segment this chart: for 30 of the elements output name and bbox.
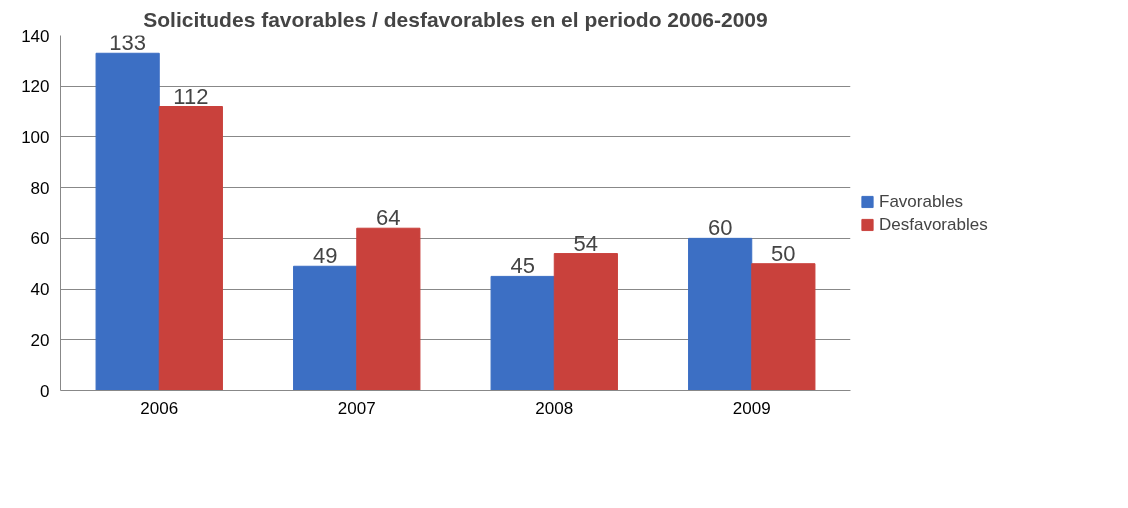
data-label: 133 bbox=[109, 30, 147, 56]
chart-title: Solicitudes favorables / desfavorables en el periodo 2006-2009 bbox=[143, 7, 768, 31]
bar bbox=[158, 106, 223, 391]
bar bbox=[490, 275, 555, 391]
x-tick-label: 2009 bbox=[732, 398, 771, 418]
bar bbox=[553, 253, 618, 391]
data-label: 50 bbox=[771, 240, 796, 266]
y-tick-label: 140 bbox=[21, 26, 50, 46]
legend-label: Desfavorables bbox=[879, 214, 988, 234]
x-tick-label: 2006 bbox=[140, 398, 179, 418]
y-tick-label: 40 bbox=[30, 280, 50, 300]
bar bbox=[356, 227, 421, 391]
y-tick-label: 20 bbox=[30, 330, 50, 350]
x-tick-label: 2008 bbox=[535, 398, 574, 418]
bar bbox=[293, 265, 358, 391]
bar bbox=[688, 237, 753, 391]
data-label: 64 bbox=[376, 205, 401, 231]
data-label: 112 bbox=[173, 83, 209, 109]
y-tick-label: 80 bbox=[30, 178, 50, 198]
data-label: 60 bbox=[707, 215, 733, 241]
bar bbox=[95, 52, 160, 391]
data-label: 49 bbox=[312, 243, 338, 269]
data-label: 45 bbox=[510, 253, 535, 279]
y-tick-label: 60 bbox=[30, 229, 50, 249]
y-tick-label: 100 bbox=[21, 127, 50, 147]
bar bbox=[751, 263, 816, 391]
x-tick-label: 2007 bbox=[337, 398, 376, 418]
y-tick-label: 0 bbox=[40, 381, 50, 401]
y-tick-label: 120 bbox=[21, 77, 50, 97]
legend-label: Favorables bbox=[879, 191, 964, 211]
